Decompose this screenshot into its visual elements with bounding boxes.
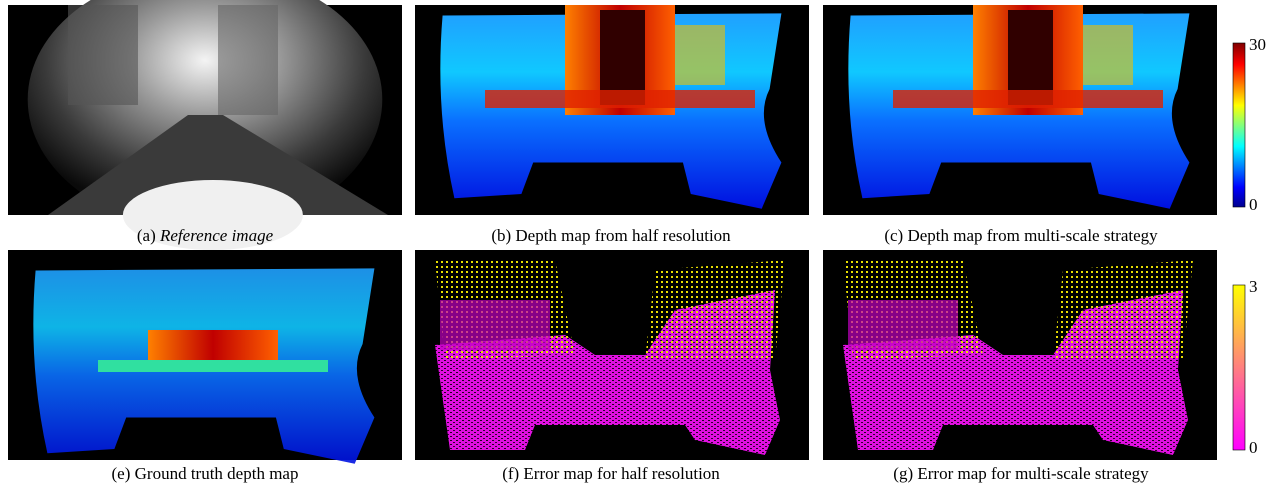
panels: (a) Reference image (b) Depth map from ha… <box>8 0 1266 483</box>
panel: (b) Depth map from half resolution <box>415 5 809 245</box>
caption-label: (e) <box>112 464 131 483</box>
caption: (c) Depth map from multi-scale strategy <box>884 226 1158 245</box>
gt-mid <box>98 360 328 372</box>
colorbar-scale <box>1233 43 1245 207</box>
error-upper <box>440 300 550 350</box>
colorbar-scale <box>1233 285 1245 450</box>
building-right <box>218 5 278 115</box>
caption-text: Depth map from half resolution <box>515 226 731 245</box>
caption-text: Error map for multi-scale strategy <box>917 464 1149 483</box>
caption-text: Depth map from multi-scale strategy <box>907 226 1158 245</box>
colorbar-min: 0 <box>1249 195 1258 214</box>
depth-yellow <box>675 25 725 85</box>
caption-text: Reference image <box>159 226 274 245</box>
panel: (c) Depth map from multi-scale strategy <box>823 5 1217 245</box>
colorbar-min: 0 <box>1249 438 1258 457</box>
depth-band <box>893 90 1163 108</box>
colorbar-max: 3 <box>1249 277 1258 296</box>
colorbar: 30 <box>1233 277 1258 457</box>
panel: (e) Ground truth depth map <box>8 250 402 483</box>
caption-label: (g) <box>893 464 913 483</box>
depth-band <box>485 90 755 108</box>
caption-label: (b) <box>491 226 511 245</box>
caption-text: Error map for half resolution <box>523 464 720 483</box>
panel: (g) Error map for multi-scale strategy <box>823 250 1217 483</box>
caption: (e) Ground truth depth map <box>112 464 299 483</box>
panel: (a) Reference image <box>8 0 402 250</box>
caption-label: (a) <box>137 226 156 245</box>
caption-label: (c) <box>884 226 903 245</box>
depth-yellow <box>1083 25 1133 85</box>
error-upper <box>848 300 958 350</box>
caption: (g) Error map for multi-scale strategy <box>893 464 1149 483</box>
caption: (a) Reference image <box>137 226 274 245</box>
caption-label: (f) <box>502 464 519 483</box>
panel: (f) Error map for half resolution <box>415 250 809 483</box>
caption: (f) Error map for half resolution <box>502 464 720 483</box>
colorbar: 30 0 <box>1233 35 1266 214</box>
caption-text: Ground truth depth map <box>135 464 299 483</box>
colorbar-max: 30 <box>1249 35 1266 54</box>
figure: (a) Reference image (b) Depth map from ha… <box>0 0 1281 489</box>
caption: (b) Depth map from half resolution <box>491 226 731 245</box>
gt-near <box>148 330 278 365</box>
building-left <box>68 5 138 105</box>
